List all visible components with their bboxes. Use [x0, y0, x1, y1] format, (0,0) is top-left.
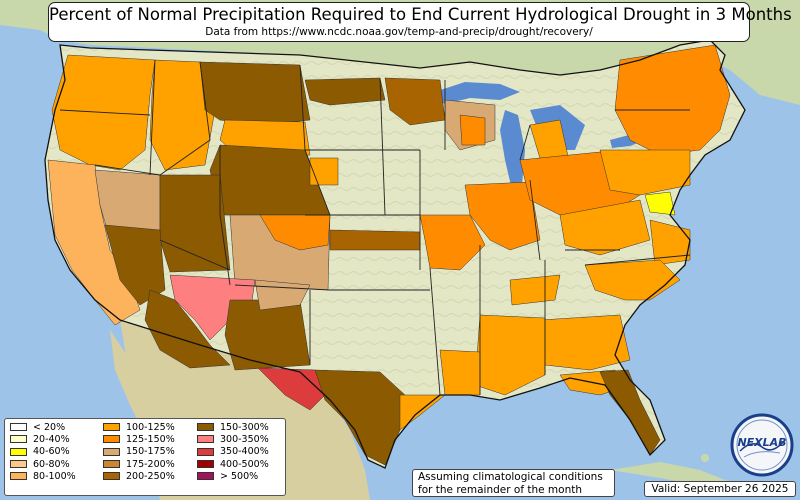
legend-label: 20-40%: [33, 433, 70, 445]
legend-label: > 500%: [220, 470, 259, 482]
legend-swatch: [197, 447, 214, 456]
cuba-land: [610, 462, 730, 486]
legend-label: 200-250%: [126, 470, 175, 482]
legend-item: 175-200%: [103, 458, 175, 470]
legend-label: 350-400%: [220, 446, 269, 458]
note-line-1: Assuming climatological conditions: [418, 471, 603, 483]
legend-swatch: [10, 460, 27, 469]
region-florida: [599, 369, 661, 456]
legend-swatch: [103, 472, 120, 481]
legend-item: 60-80%: [10, 458, 76, 470]
legend-item: 80-100%: [10, 470, 76, 482]
legend-label: 150-175%: [126, 446, 175, 458]
legend-item: > 500%: [197, 470, 269, 482]
region-new-york-new-england: [614, 44, 731, 156]
legend-column-2: 100-125% 125-150% 150-175% 175-200% 200-…: [103, 421, 175, 482]
region-new-mexico-north: [254, 279, 311, 311]
legend: < 20% 20-40% 40-60% 60-80% 80-100% 100-1…: [4, 418, 286, 496]
legend-swatch: [103, 423, 120, 432]
region-carolinas: [584, 259, 681, 301]
region-utah: [159, 174, 231, 273]
legend-label: 60-80%: [33, 458, 70, 470]
legend-swatch: [10, 435, 27, 444]
legend-swatch: [197, 460, 214, 469]
bahamas-land: [701, 454, 709, 462]
valid-date: Valid: September 26 2025: [644, 481, 796, 497]
region-kansas-small: [309, 157, 339, 186]
legend-swatch: [103, 435, 120, 444]
legend-label: 175-200%: [126, 458, 175, 470]
legend-item: < 20%: [10, 421, 76, 433]
region-new-mexico: [224, 299, 311, 371]
legend-label: 80-100%: [33, 470, 76, 482]
title-box: Percent of Normal Precipitation Required…: [48, 2, 792, 42]
region-virginia-coast: [649, 219, 691, 266]
legend-swatch: [103, 460, 120, 469]
map-subtitle: Data from https://www.ncdc.noaa.gov/temp…: [205, 26, 593, 38]
assumption-note: Assuming climatological conditions for t…: [412, 469, 615, 497]
legend-column-3: 150-300% 300-350% 350-400% 400-500% > 50…: [197, 421, 269, 482]
logo-text: NEXLAB: [737, 436, 786, 449]
legend-swatch: [197, 435, 214, 444]
legend-item: 200-250%: [103, 470, 175, 482]
region-arkansas-strip: [509, 274, 561, 306]
legend-item: 350-400%: [197, 446, 269, 458]
region-texas-central: [314, 369, 406, 466]
region-appalachia: [559, 199, 651, 256]
legend-label: 100-125%: [126, 421, 175, 433]
region-pennsylvania: [599, 149, 691, 196]
legend-column-1: < 20% 20-40% 40-60% 60-80% 80-100%: [10, 421, 76, 482]
legend-item: 40-60%: [10, 446, 76, 458]
region-louisiana: [439, 349, 481, 396]
legend-label: 40-60%: [33, 446, 70, 458]
region-georgia: [539, 314, 631, 371]
legend-swatch: [10, 423, 27, 432]
us-border: [44, 39, 746, 469]
state-borders: [59, 59, 691, 396]
baja-land: [110, 330, 160, 445]
region-nebraska-strip: [329, 229, 421, 251]
legend-swatch: [103, 447, 120, 456]
legend-item: 400-500%: [197, 458, 269, 470]
legend-label: 125-150%: [126, 433, 175, 445]
note-line-2: for the remainder of the month: [418, 483, 583, 496]
legend-label: 300-350%: [220, 433, 269, 445]
legend-swatch: [197, 423, 214, 432]
legend-item: 100-125%: [103, 421, 175, 433]
lake-michigan: [500, 110, 525, 190]
legend-label: 400-500%: [220, 458, 269, 470]
legend-item: 150-300%: [197, 421, 269, 433]
region-minnesota: [384, 77, 446, 126]
legend-item: 150-175%: [103, 446, 175, 458]
region-north-dakota: [304, 77, 386, 106]
region-texas-west-red: [257, 367, 326, 411]
legend-swatch: [10, 447, 27, 456]
lake-superior: [425, 82, 520, 104]
region-wisconsin-east: [459, 114, 486, 146]
legend-item: 20-40%: [10, 433, 76, 445]
legend-label: < 20%: [33, 421, 66, 433]
legend-item: 300-350%: [197, 433, 269, 445]
region-texas-east-coast: [399, 394, 446, 431]
legend-item: 125-150%: [103, 433, 175, 445]
legend-swatch: [197, 472, 214, 481]
region-montana: [199, 61, 311, 126]
legend-swatch: [10, 472, 27, 481]
legend-label: 150-300%: [220, 421, 269, 433]
region-maryland: [644, 191, 676, 216]
map-title: Percent of Normal Precipitation Required…: [49, 5, 792, 24]
nexlab-logo: NEXLAB: [730, 413, 794, 477]
